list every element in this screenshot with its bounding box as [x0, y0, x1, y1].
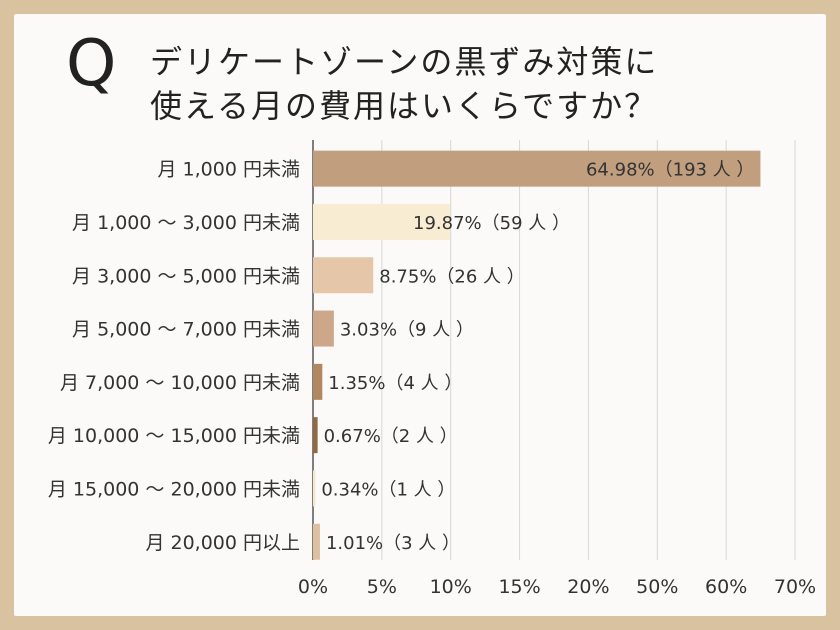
- x-tick-label: 70%: [774, 576, 816, 598]
- bar: [313, 417, 318, 454]
- chart-card: [14, 14, 826, 616]
- data-label: 19.87%（59 人 ）: [413, 213, 570, 234]
- x-tick-label: 50%: [636, 576, 678, 598]
- x-tick-label: 15%: [498, 576, 540, 598]
- data-label: 8.75%（26 人 ）: [379, 266, 525, 287]
- category-label: 月 1,000 〜 3,000 円未満: [72, 212, 300, 234]
- category-label: 月 10,000 〜 15,000 円未満: [48, 425, 300, 447]
- x-tick-label: 60%: [705, 576, 747, 598]
- bar: [313, 310, 334, 347]
- question-mark: Q: [66, 27, 117, 101]
- category-label: 月 15,000 〜 20,000 円未満: [48, 478, 300, 500]
- bar: [313, 257, 374, 294]
- category-label: 月 7,000 〜 10,000 円未満: [60, 372, 300, 394]
- category-label: 月 5,000 〜 7,000 円未満: [72, 319, 300, 341]
- data-label: 0.34%（1 人 ）: [321, 479, 455, 500]
- bar: [313, 470, 316, 507]
- x-tick-label: 0%: [298, 576, 328, 598]
- data-label: 0.67%（2 人 ）: [324, 426, 458, 447]
- bar: [313, 203, 450, 240]
- x-tick-label: 20%: [567, 576, 609, 598]
- data-label: 1.35%（4 人 ）: [328, 373, 462, 394]
- data-label: 1.01%（3 人 ）: [326, 533, 460, 554]
- bar: [313, 363, 323, 400]
- bar: [313, 523, 320, 560]
- x-tick-label: 10%: [430, 576, 472, 598]
- category-label: 月 20,000 円以上: [145, 532, 300, 554]
- bar: [313, 150, 761, 187]
- chart-title: デリケートゾーンの黒ずみ対策に 使える月の費用はいくらですか？: [150, 43, 659, 125]
- category-label: 月 3,000 〜 5,000 円未満: [72, 265, 300, 287]
- data-label: 3.03%（9 人 ）: [340, 320, 474, 341]
- x-tick-label: 5%: [367, 576, 397, 598]
- data-label: 64.98%（193 人 ）: [586, 160, 754, 181]
- category-label: 月 1,000 円未満: [158, 159, 300, 181]
